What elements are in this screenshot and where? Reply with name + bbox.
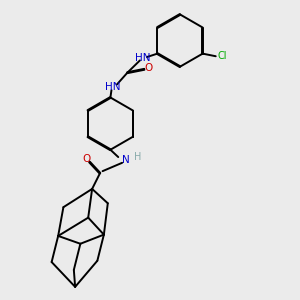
Text: O: O (83, 154, 91, 164)
Text: HN: HN (135, 53, 151, 63)
Text: HN: HN (105, 82, 121, 92)
Text: H: H (134, 152, 142, 162)
Text: N: N (122, 155, 130, 165)
Text: Cl: Cl (217, 51, 226, 61)
Text: O: O (144, 63, 152, 73)
